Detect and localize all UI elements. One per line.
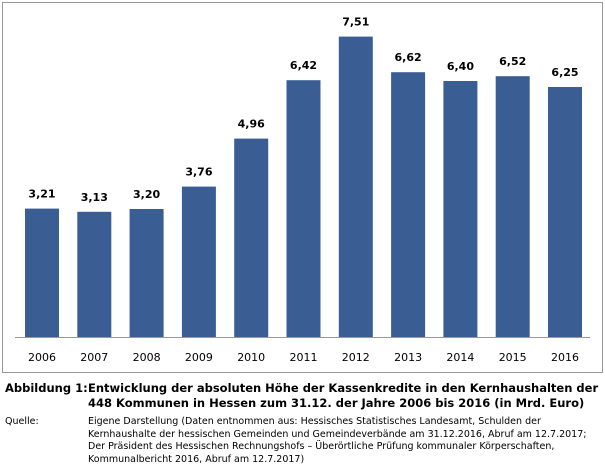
bar bbox=[391, 72, 426, 337]
bar bbox=[443, 81, 478, 337]
x-tick-label: 2010 bbox=[237, 351, 265, 364]
value-label: 6,40 bbox=[447, 60, 474, 73]
bar bbox=[495, 76, 530, 337]
bar bbox=[548, 87, 582, 337]
x-tick-label: 2008 bbox=[133, 351, 161, 364]
value-label: 6,52 bbox=[499, 55, 526, 68]
value-label: 3,13 bbox=[81, 191, 108, 204]
x-tick-label: 2012 bbox=[342, 351, 370, 364]
value-label: 7,51 bbox=[342, 16, 369, 29]
value-label: 3,21 bbox=[28, 188, 55, 201]
x-tick-label: 2016 bbox=[551, 351, 579, 364]
source-text: Eigene Darstellung (Daten entnommen aus:… bbox=[88, 416, 587, 465]
x-tick-label: 2006 bbox=[28, 351, 56, 364]
chart: 3,21 2006 3,13 2007 3,20 2008 3,76 2009 4,96 2010… bbox=[2, 2, 603, 373]
bar bbox=[77, 211, 112, 337]
x-tick-label: 2009 bbox=[185, 351, 213, 364]
value-label: 4,96 bbox=[238, 118, 265, 131]
source-label: Quelle: bbox=[5, 416, 39, 427]
bar bbox=[181, 186, 216, 337]
x-tick-label: 2014 bbox=[446, 351, 474, 364]
bar bbox=[129, 209, 164, 337]
value-label: 6,25 bbox=[551, 66, 578, 79]
caption: Abbildung 1: Entwicklung der absoluten H… bbox=[5, 381, 601, 411]
x-tick-label: 2011 bbox=[290, 351, 318, 364]
bar bbox=[338, 36, 373, 337]
source: Quelle: Eigene Darstellung (Daten entnom… bbox=[5, 416, 601, 466]
value-label: 3,76 bbox=[185, 166, 212, 179]
x-tick-label: 2015 bbox=[499, 351, 527, 364]
value-label: 3,20 bbox=[133, 188, 160, 201]
bar bbox=[286, 80, 321, 337]
bar bbox=[234, 138, 269, 337]
value-label: 6,42 bbox=[290, 59, 317, 72]
bar bbox=[25, 208, 59, 337]
x-tick-label: 2013 bbox=[394, 351, 422, 364]
x-tick-label: 2007 bbox=[80, 351, 108, 364]
value-label: 6,62 bbox=[395, 51, 422, 64]
caption-label: Abbildung 1: bbox=[5, 381, 88, 395]
caption-text: Entwicklung der absoluten Höhe der Kasse… bbox=[88, 381, 599, 410]
chart-frame bbox=[2, 2, 603, 373]
